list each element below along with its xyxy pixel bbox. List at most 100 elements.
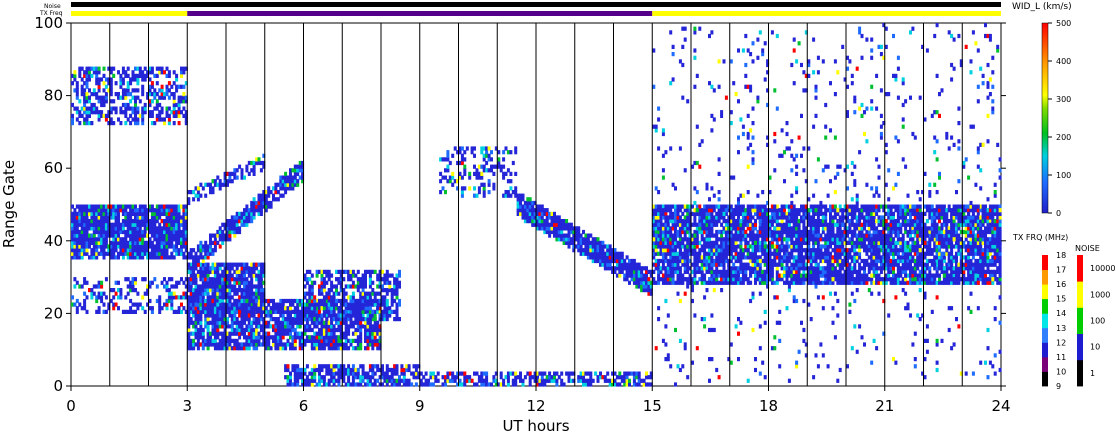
data-point-4574 [795,237,799,242]
data-point-2672 [351,298,355,304]
data-point-3930 [712,269,716,274]
data-point-24 [73,219,77,224]
data-point-4609 [800,255,803,260]
data-point-2305 [337,335,341,340]
data-point-4205 [746,204,750,209]
data-point-1448 [235,291,239,296]
data-point-1786 [226,320,229,325]
data-point-3718 [683,219,687,224]
data-point-2370 [351,331,355,336]
data-point-563 [170,226,174,231]
data-point-4386 [770,237,774,242]
data-point-4969 [846,226,849,231]
data-point-437 [148,244,152,249]
data-point-3737 [686,219,690,224]
data-point-4238 [751,215,755,220]
data-point-3776 [693,273,697,278]
data-point-3397 [482,153,486,158]
data-point-835 [126,102,130,108]
data-point-1766 [221,306,225,311]
data-point-1996 [272,298,275,304]
data-point-955 [160,66,164,71]
data-point-4183 [744,229,748,235]
data-point-3873 [705,244,709,249]
data-point-1375 [221,295,225,300]
data-point-1693 [206,309,210,314]
data-point-3405 [487,182,491,187]
data-point-1519 [247,266,251,271]
data-point-1101 [126,291,130,296]
data-point-4042 [727,258,731,264]
data-point-672 [78,73,82,78]
data-point-3102 [436,378,440,383]
data-point-2094 [293,338,297,343]
data-point-2350 [344,298,348,304]
data-point-2772 [378,269,382,274]
data-point-4142 [739,244,743,249]
data-point-4388 [770,229,774,235]
data-point-862 [134,102,137,108]
data-point-4054 [727,208,731,213]
data-point-3658 [676,251,680,256]
data-point-3209 [545,378,549,383]
data-point-4067 [729,237,733,242]
data-point-476 [155,244,159,249]
data-point-1041 [80,284,84,289]
data-point-4509 [787,258,791,264]
data-point-514 [163,255,166,260]
data-point-4820 [826,233,830,238]
data-point-2683 [354,302,358,307]
data-point-183 [102,240,106,245]
data-point-4797 [824,240,828,245]
data-point-4022 [724,255,728,260]
data-point-3382 [477,171,481,176]
data-point-4951 [843,229,847,235]
data-point-4379 [770,269,774,274]
data-point-954 [160,70,164,75]
data-point-4200 [746,222,750,227]
data-point-709 [88,113,91,118]
data-point-722 [90,102,94,108]
data-point-3157 [494,382,498,387]
data-point-3529 [659,204,663,209]
data-point-2504 [303,295,307,300]
data-point-3588 [666,204,670,209]
data-point-4469 [783,269,786,274]
data-point-4933 [841,229,845,235]
data-point-4148 [739,222,743,227]
data-point-2734 [368,313,372,318]
data-point-1961 [264,331,268,336]
data-point-4310 [761,226,765,231]
data-point-4305 [761,244,765,249]
data-point-529 [165,251,169,256]
data-point-264 [117,237,120,242]
data-point-364 [134,211,137,216]
data-point-3415 [492,186,496,191]
data-point-3870 [705,258,709,264]
data-point-4055 [727,204,731,209]
data-point-1256 [196,288,200,293]
data-point-629 [182,222,186,227]
data-point-3336 [451,171,455,176]
data-point-905 [148,113,152,118]
data-point-2033 [279,298,283,304]
data-point-4398 [773,255,777,260]
data-point-60 [80,240,84,245]
data-point-4915 [838,226,842,231]
data-point-3045 [393,364,397,369]
data-point-4978 [848,269,852,274]
data-point-1035 [75,306,79,311]
data-point-327 [129,240,133,245]
data-point-3505 [657,226,661,231]
data-point-714 [88,88,91,93]
data-point-877 [136,73,140,78]
data-point-4964 [846,255,849,260]
data-point-3183 [521,382,525,387]
data-point-1895 [250,327,254,333]
data-point-3547 [661,211,665,216]
data-point-1048 [85,309,89,314]
data-point-4361 [768,266,772,271]
data-point-4334 [763,215,767,220]
data-point-4648 [804,240,808,245]
data-point-2312 [337,298,341,304]
